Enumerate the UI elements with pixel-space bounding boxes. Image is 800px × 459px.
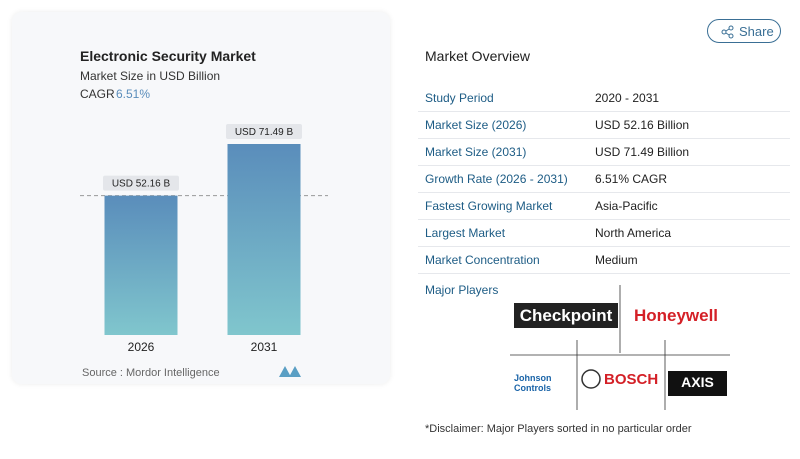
players-grid — [510, 285, 730, 410]
share-icon — [721, 25, 734, 39]
overview-row: Growth Rate (2026 - 2031) 6.51% CAGR — [418, 165, 790, 193]
player-logo: AXIS — [681, 374, 714, 390]
value-label: USD 52.16 B — [112, 179, 171, 190]
row-label: Market Concentration — [425, 253, 540, 267]
bosch-icon — [581, 369, 601, 389]
bar — [104, 195, 178, 335]
overview-row: Largest Market North America — [418, 219, 790, 247]
row-value: 6.51% CAGR — [595, 172, 668, 186]
player-logo: BOSCH — [604, 371, 659, 388]
source: Source : Mordor Intelligence — [82, 367, 220, 379]
overview-row: Fastest Growing Market Asia-Pacific — [418, 192, 790, 220]
overview-title: Market Overview — [425, 48, 531, 64]
share-button[interactable]: Share — [707, 19, 781, 43]
overview-row: Study Period 2020 - 2031 — [418, 84, 790, 112]
row-label: Study Period — [425, 91, 494, 105]
row-label: Growth Rate (2026 - 2031) — [425, 172, 568, 186]
overview-row: Market Size (2026) USD 52.16 Billion — [418, 111, 790, 139]
value-label-bg — [103, 175, 179, 191]
logo — [279, 366, 301, 377]
row-value: 2020 - 2031 — [595, 91, 660, 105]
chart-card — [12, 12, 390, 384]
x-tick-label: 2026 — [128, 340, 155, 354]
bar — [227, 144, 301, 335]
share-label: Share — [739, 24, 774, 39]
row-label: Largest Market — [425, 226, 506, 240]
row-value: North America — [595, 226, 672, 240]
cagr-value: 6.51% — [116, 87, 150, 101]
value-label-bg — [226, 124, 302, 139]
chart-subtitle: Market Size in USD Billion — [80, 69, 220, 83]
chart: Electronic Security Market Market Size i… — [80, 48, 328, 379]
overview-row: Market Size (2031) USD 71.49 Billion — [418, 138, 790, 166]
player-logo: Honeywell — [633, 306, 719, 325]
row-value: USD 71.49 Billion — [595, 145, 690, 159]
chart-title: Electronic Security Market — [80, 48, 256, 64]
row-label: Market Size (2026) — [425, 118, 527, 132]
row-value: Medium — [595, 253, 638, 267]
row-label: Market Size (2031) — [425, 145, 527, 159]
x-tick-label: 2031 — [251, 340, 278, 354]
row-label: Fastest Growing Market — [425, 199, 553, 213]
row-value: USD 52.16 Billion — [595, 118, 690, 132]
overview-row: Market Concentration Medium — [418, 246, 790, 274]
disclaimer: *Disclaimer: Major Players sorted in no … — [425, 423, 692, 435]
value-label: USD 71.49 B — [235, 127, 294, 138]
players-title: Major Players — [425, 283, 499, 297]
cagr-label: CAGR — [80, 87, 115, 101]
player-logo: Checkpoint — [519, 306, 613, 325]
player-logo: Johnson Controls — [514, 373, 552, 393]
row-value: Asia-Pacific — [595, 199, 658, 213]
